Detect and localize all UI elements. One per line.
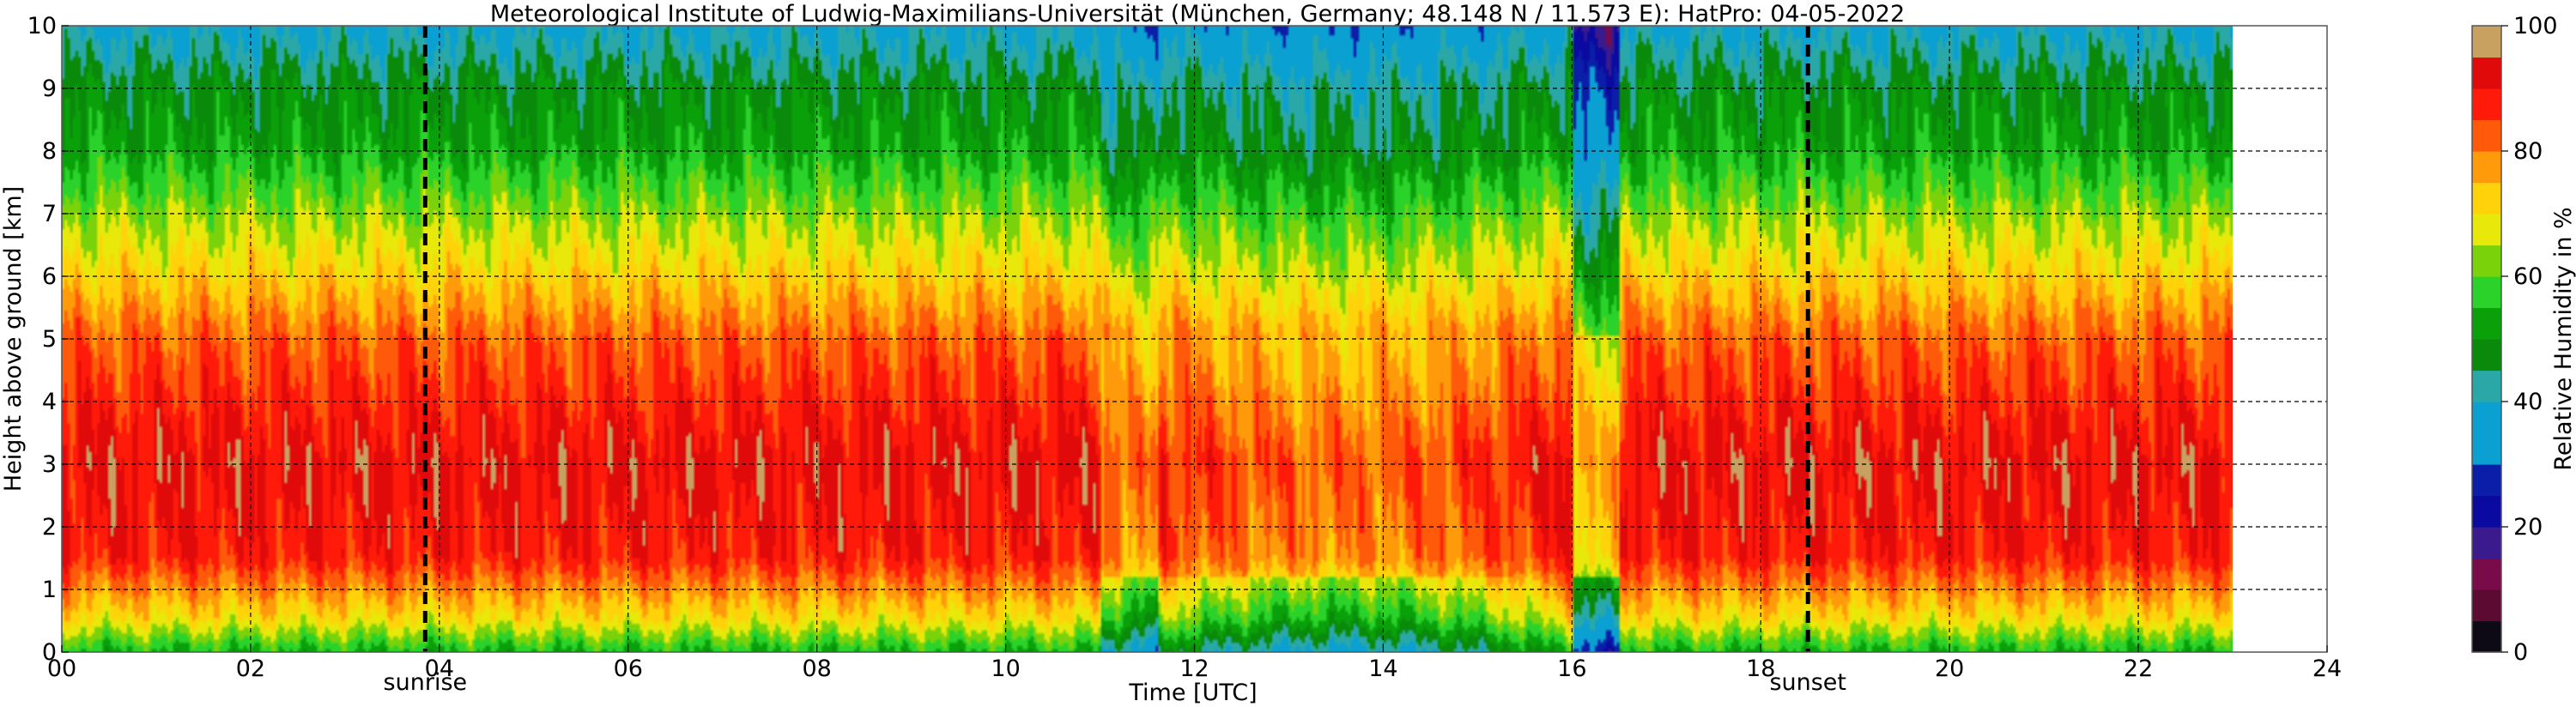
heatmap-plot-area (61, 25, 2328, 653)
colorbar-tick-label: 60 (2513, 263, 2543, 290)
colorbar-swatch (2472, 214, 2501, 246)
chart-title: Meteorological Institute of Ludwig-Maxim… (490, 1, 1905, 27)
colorbar-swatch (2472, 339, 2501, 372)
colorbar-swatch (2472, 370, 2501, 402)
x-tick-label: 16 (1557, 656, 1586, 682)
colorbar-tick-label: 100 (2513, 13, 2558, 39)
colorbar-swatch (2472, 119, 2501, 152)
annotation-lines (422, 26, 1810, 652)
colorbar-swatch (2472, 589, 2501, 622)
colorbar-swatch (2472, 464, 2501, 497)
x-tick-label: 14 (1368, 656, 1397, 682)
y-tick-label: 7 (42, 201, 57, 227)
x-axis-label: Time [UTC] (1128, 680, 1257, 706)
colorbar-tick-label: 80 (2513, 138, 2543, 165)
x-tick-label: 08 (802, 656, 831, 682)
x-axis-ticks: 00 02 04 06 08 10 12 14 16 18 20 22 24 (47, 645, 2342, 682)
y-axis-label: Height above ground [km] (0, 186, 27, 492)
colorbar-label: Relative Humidity in % (2550, 207, 2576, 470)
y-tick-label: 6 (42, 263, 57, 290)
colorbar-swatches (2472, 26, 2501, 653)
colorbar-tick-label: 20 (2513, 514, 2543, 541)
colorbar-swatch (2472, 495, 2501, 528)
y-tick-label: 3 (42, 451, 57, 478)
x-tick-label: 10 (991, 656, 1020, 682)
colorbar-ticks: 0 20 40 60 80 100 (2501, 13, 2558, 666)
colorbar: 0 20 40 60 80 100 Relative Humidity in % (2471, 13, 2576, 666)
colorbar-tick-label: 40 (2513, 389, 2543, 415)
annotation-label-sunrise: sunrise (384, 669, 468, 696)
x-tick-label: 18 (1746, 656, 1775, 682)
annotation-label-sunset: sunset (1769, 669, 1846, 696)
colorbar-swatch (2472, 151, 2501, 184)
colorbar-swatch (2472, 307, 2501, 340)
y-tick-label: 5 (42, 326, 57, 353)
colorbar-swatch (2472, 88, 2501, 121)
x-tick-label: 12 (1179, 656, 1209, 682)
colorbar-swatch (2472, 558, 2501, 590)
y-tick-label: 0 (42, 639, 57, 666)
y-tick-label: 9 (42, 76, 57, 102)
x-tick-label: 00 (47, 656, 76, 682)
y-tick-label: 2 (42, 514, 57, 541)
colorbar-swatch (2472, 57, 2501, 89)
grid-lines (62, 26, 2327, 652)
colorbar-swatch (2472, 276, 2501, 309)
y-tick-label: 10 (27, 13, 57, 39)
colorbar-swatch (2472, 26, 2501, 58)
colorbar-swatch (2472, 402, 2501, 434)
y-tick-label: 4 (42, 389, 57, 415)
colorbar-tick-label: 0 (2513, 639, 2528, 666)
colorbar-swatch (2472, 182, 2501, 215)
x-tick-label: 04 (425, 656, 454, 682)
x-tick-label: 22 (2124, 656, 2153, 682)
colorbar-swatch (2472, 527, 2501, 559)
colorbar-frame (2471, 25, 2502, 653)
x-tick-label: 20 (1935, 656, 1964, 682)
x-tick-label: 06 (614, 656, 643, 682)
y-tick-label: 8 (42, 138, 57, 165)
colorbar-swatch (2472, 432, 2501, 465)
x-tick-label: 02 (236, 656, 265, 682)
x-tick-label: 24 (2312, 656, 2342, 682)
annotation-labels: sunrise sunset (384, 669, 1846, 696)
y-axis-ticks: 0 1 2 3 4 5 6 7 8 9 10 (27, 13, 69, 666)
colorbar-swatch (2472, 245, 2501, 277)
colorbar-swatch (2472, 620, 2501, 653)
y-tick-label: 1 (42, 577, 57, 603)
